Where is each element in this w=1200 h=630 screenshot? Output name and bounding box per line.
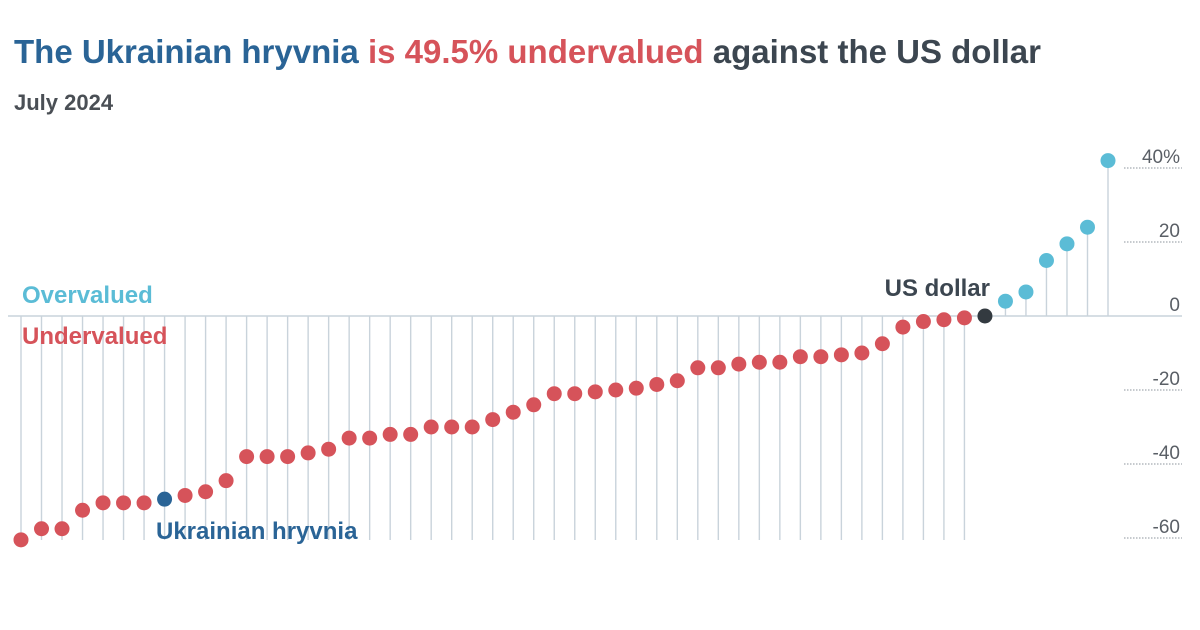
undervalued-point (464, 419, 480, 435)
undervalued-point (690, 360, 706, 376)
undervalued-point (136, 495, 152, 511)
undervalued-point (587, 384, 603, 400)
undervalued-point (833, 347, 849, 363)
y-tick-label: -60 (1153, 517, 1180, 538)
undervalued-point (751, 354, 767, 370)
overvalued-point (1038, 253, 1054, 268)
undervalued-point (546, 386, 562, 402)
title-currency-name: The Ukrainian hryvnia (14, 33, 359, 70)
undervalued-point (75, 502, 91, 518)
overvalued-point (1018, 284, 1034, 300)
undervalued-point (792, 349, 808, 365)
undervalued-point (423, 419, 439, 435)
undervalued-point (915, 314, 931, 330)
y-tick-label: -40 (1153, 443, 1180, 464)
undervalued-point (772, 354, 788, 370)
undervalued-point (116, 495, 132, 511)
title-against-phrase: against the US dollar (712, 33, 1041, 70)
hryvnia-point (157, 491, 173, 507)
undervalued-point (710, 360, 726, 376)
y-gridlines (1124, 167, 1182, 539)
chart-subtitle: July 2024 (14, 90, 114, 115)
undervalued-point (321, 441, 337, 457)
undervalued-point (854, 345, 870, 361)
overvalued-point (1059, 236, 1075, 252)
chart-title: The Ukrainian hryvnia is 49.5% undervalu… (14, 30, 1041, 74)
undervalued-point (628, 380, 644, 396)
undervalued-point (13, 532, 29, 548)
undervalued-point (895, 319, 911, 335)
overvalued-label: Overvalued (22, 282, 153, 309)
undervalued-point (505, 404, 521, 420)
y-tick-labels: 40% 20 0 -20 -40 -60 (1142, 147, 1180, 538)
overvalued-point (1100, 153, 1116, 169)
y-tick-label: 20 (1159, 221, 1180, 242)
y-tick-label: 40% (1142, 147, 1180, 168)
undervalued-point (669, 373, 685, 389)
undervalued-point (936, 312, 952, 328)
undervalued-point (382, 426, 398, 442)
usd-point (977, 308, 993, 324)
undervalued-label: Undervalued (22, 323, 167, 350)
undervalued-point (300, 445, 316, 461)
data-points (13, 153, 1116, 548)
undervalued-point (813, 349, 829, 365)
undervalued-point (34, 521, 50, 537)
undervalued-point (444, 419, 460, 435)
undervalued-point (485, 412, 501, 428)
undervalued-point (362, 430, 378, 446)
title-undervalued-phrase: is 49.5% undervalued (367, 33, 704, 70)
undervalued-point (239, 449, 255, 465)
undervalued-point (874, 336, 890, 352)
undervalued-point (177, 487, 193, 503)
undervalued-point (526, 397, 542, 413)
undervalued-point (403, 426, 419, 442)
undervalued-point (198, 484, 214, 500)
y-tick-label: -20 (1153, 369, 1180, 390)
undervalued-point (54, 521, 70, 537)
undervalued-point (341, 430, 357, 446)
hryvnia-annotation: Ukrainian hryvnia (156, 518, 358, 545)
stems (20, 160, 1109, 540)
undervalued-point (218, 473, 234, 489)
undervalued-point (649, 376, 665, 392)
undervalued-point (608, 382, 624, 398)
undervalued-point (567, 386, 583, 402)
overvalued-point (1079, 219, 1095, 235)
undervalued-point (259, 449, 275, 465)
undervalued-point (956, 310, 972, 326)
overvalued-point (997, 293, 1013, 309)
y-tick-label: 0 (1169, 295, 1180, 316)
undervalued-point (95, 495, 111, 511)
usd-annotation: US dollar (885, 275, 990, 302)
undervalued-point (280, 449, 296, 465)
undervalued-point (731, 356, 747, 372)
